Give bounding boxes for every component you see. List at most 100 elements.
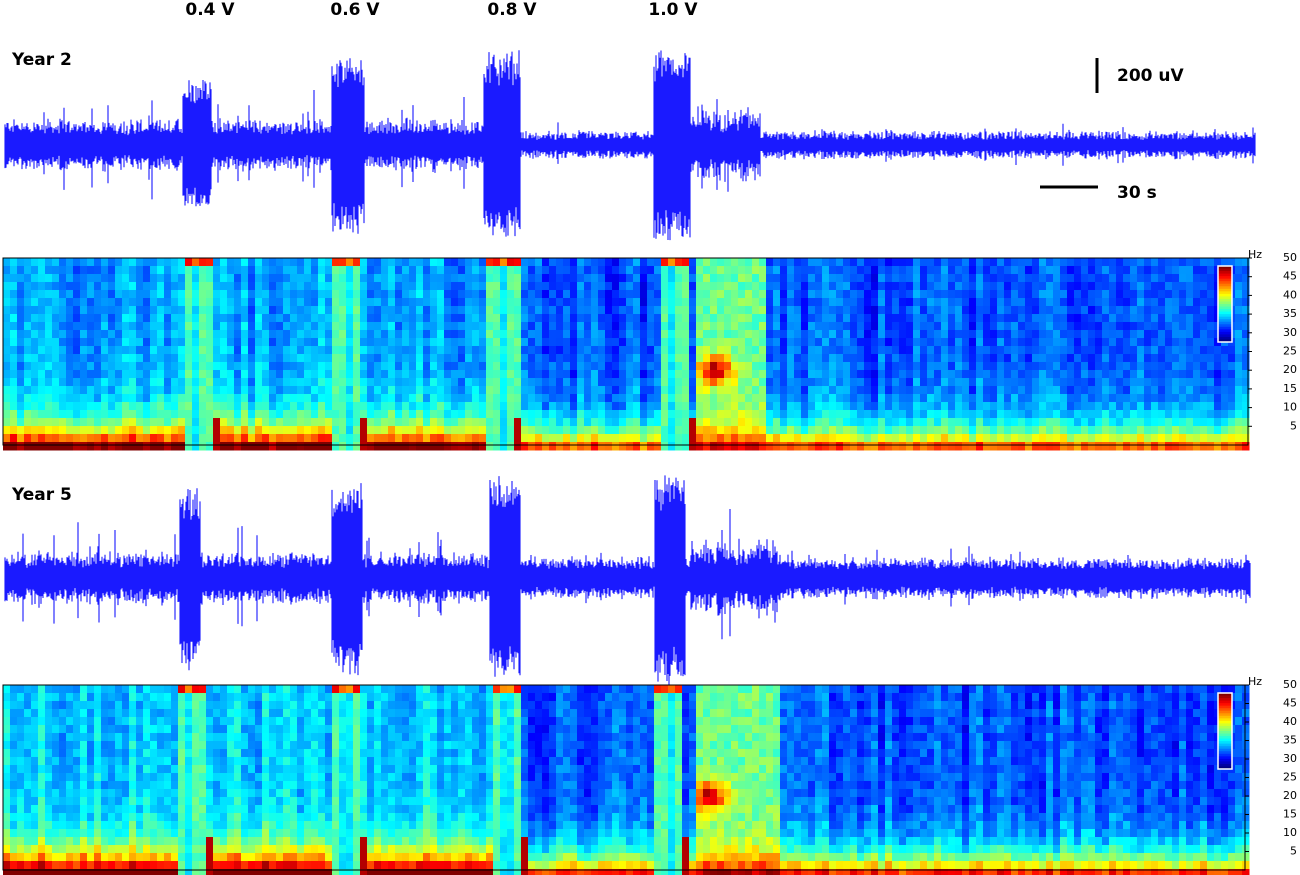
spectrogram-cell — [913, 426, 921, 435]
spectrogram-cell — [304, 298, 312, 307]
spectrogram-cell — [1242, 346, 1250, 355]
spectrogram-cell — [1242, 274, 1250, 283]
spectrogram-cell — [577, 418, 585, 427]
spectrogram-cell — [829, 266, 837, 275]
spectrogram-cell — [108, 765, 116, 774]
spectrogram-cell — [633, 290, 641, 299]
spectrogram-cell — [514, 418, 522, 427]
spectrogram-cell — [178, 330, 186, 339]
spectrogram-cell — [857, 338, 865, 347]
spectrogram-cell — [626, 290, 634, 299]
spectrogram-cell — [458, 402, 466, 411]
spectrogram-cell — [878, 338, 886, 347]
spectrogram-cell — [731, 426, 739, 435]
spectrogram-cell — [157, 757, 165, 766]
spectrogram-cell — [38, 274, 46, 283]
spectrogram-cell — [780, 338, 788, 347]
spectrogram-cell — [556, 258, 564, 267]
spectrogram-cell — [843, 402, 851, 411]
spectrogram-cell — [17, 797, 25, 806]
spectrogram-cell — [794, 346, 802, 355]
spectrogram-cell — [409, 282, 417, 291]
spectrogram-cell — [94, 314, 102, 323]
spectrogram-cell — [507, 426, 515, 435]
spectrogram-cell — [101, 717, 109, 726]
spectrogram-cell — [1144, 346, 1152, 355]
spectrogram-cell — [381, 442, 389, 451]
spectrogram-cell — [1165, 298, 1173, 307]
spectrogram-cell — [892, 410, 900, 419]
spectrogram-cell — [213, 330, 221, 339]
spectrogram-cell — [521, 370, 529, 379]
spectrogram-cell — [1165, 418, 1173, 427]
spectrogram-cell — [948, 434, 956, 443]
spectrogram-cell — [1074, 410, 1082, 419]
spectrogram-cell — [584, 290, 592, 299]
spectrogram-cell — [1067, 394, 1075, 403]
spectrogram-cell — [829, 298, 837, 307]
spectrogram-cell — [73, 717, 81, 726]
spectrogram-cell — [1018, 426, 1026, 435]
spectrogram-cell — [451, 354, 459, 363]
spectrogram-cell — [983, 306, 991, 315]
colorbar-cell — [1218, 306, 1232, 310]
spectrogram-cell — [864, 282, 872, 291]
spectrogram-cell — [892, 418, 900, 427]
spectrogram-cell — [248, 418, 256, 427]
spectrogram-cell — [549, 426, 557, 435]
spectrogram-cell — [1123, 434, 1131, 443]
spectrogram-cell — [1214, 354, 1222, 363]
spectrogram-cell — [45, 378, 53, 387]
spectrogram-cell — [962, 426, 970, 435]
spectrogram-cell — [115, 370, 123, 379]
spectrogram-cell — [73, 741, 81, 750]
spectrogram-cell — [178, 789, 186, 798]
spectrogram-cell — [143, 821, 151, 830]
spectrogram-cell — [703, 442, 711, 451]
spectrogram-cell — [773, 258, 781, 267]
spectrogram-cell — [101, 442, 109, 451]
spectrogram-cell — [185, 861, 193, 870]
spectrogram-cell — [542, 306, 550, 315]
spectrogram-cell — [17, 757, 25, 766]
spectrogram-cell — [717, 282, 725, 291]
spectrogram-cell — [269, 426, 277, 435]
spectrogram-cell — [710, 410, 718, 419]
spectrogram-cell — [829, 426, 837, 435]
spectrogram-cell — [122, 290, 130, 299]
spectrogram-cell — [52, 693, 60, 702]
spectrogram-cell — [1165, 386, 1173, 395]
spectrogram-cell — [913, 378, 921, 387]
spectrogram-cell — [1053, 258, 1061, 267]
spectrogram-cell — [3, 709, 11, 718]
spectrogram-cell — [570, 362, 578, 371]
spectrogram-cell — [164, 298, 172, 307]
spectrogram-cell — [409, 434, 417, 443]
spectrogram-cell — [80, 346, 88, 355]
spectrogram-cell — [206, 442, 214, 451]
spectrogram-cell — [969, 258, 977, 267]
spectrogram-cell — [227, 394, 235, 403]
spectrogram-cell — [283, 362, 291, 371]
spectrogram-cell — [1025, 346, 1033, 355]
colorbar-cell — [1218, 296, 1232, 300]
spectrogram-cell — [444, 442, 452, 451]
spectrogram-cell — [864, 386, 872, 395]
spectrogram-cell — [353, 354, 361, 363]
spectrogram-cell — [1053, 306, 1061, 315]
spectrogram-cell — [640, 266, 648, 275]
spectrogram-cell — [248, 282, 256, 291]
spectrogram-cell — [269, 306, 277, 315]
spectrogram-cell — [577, 410, 585, 419]
spectrogram-cell — [304, 314, 312, 323]
spectrogram-cell — [45, 410, 53, 419]
spectrogram-cell — [1144, 290, 1152, 299]
spectrogram-cell — [3, 685, 11, 694]
spectrogram-cell — [129, 797, 137, 806]
spectrogram-cell — [1186, 282, 1194, 291]
spectrogram-cell — [101, 741, 109, 750]
spectrogram-cell — [514, 258, 522, 267]
spectrogram-cell — [654, 290, 662, 299]
spectrogram-cell — [500, 282, 508, 291]
spectrogram-cell — [542, 402, 550, 411]
